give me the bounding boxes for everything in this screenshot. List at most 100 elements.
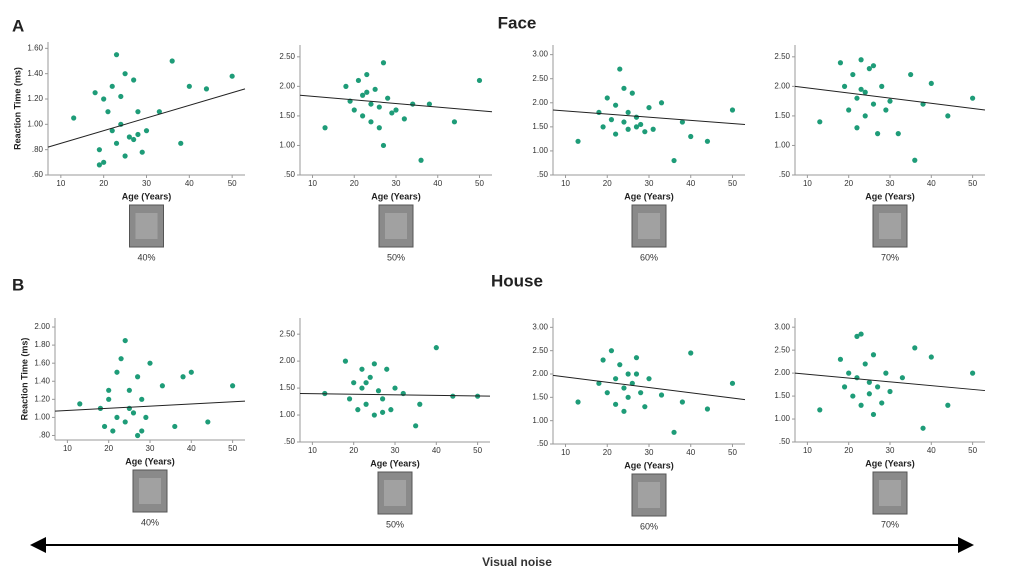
point [384,367,389,372]
panel-title: Face [498,13,537,32]
point [688,134,693,139]
point [189,370,194,375]
y-tick-label: 2.50 [532,346,548,355]
point [854,375,859,380]
point [110,428,115,433]
x-tick-label: 10 [56,179,65,188]
point [867,391,872,396]
point [920,426,925,431]
y-tick-label: 2.00 [774,368,790,377]
point [114,52,119,57]
y-tick-label: 1.80 [34,340,50,349]
point [626,127,631,132]
point [817,119,822,124]
point [368,119,373,124]
point [659,392,664,397]
point [846,371,851,376]
point [131,410,136,415]
point [160,383,165,388]
point [135,433,140,438]
point [634,124,639,129]
point [71,115,76,120]
point [363,380,368,385]
point [356,78,361,83]
fit-line [48,89,245,147]
noise-level-label: 70% [881,252,899,262]
point [871,412,876,417]
point [381,60,386,65]
y-tick-label: .50 [537,439,549,448]
point [170,58,175,63]
point [705,139,710,144]
point [359,385,364,390]
point [135,374,140,379]
point [122,153,127,158]
point [205,419,210,424]
point [380,410,385,415]
point [642,129,647,134]
figure: A Face B House Visual noise .60.801.001.… [0,0,1011,569]
fit-line [300,393,490,396]
point [613,131,618,136]
point [929,81,934,86]
x-tick-label: 50 [968,179,977,188]
point [605,95,610,100]
point [651,127,656,132]
point [368,101,373,106]
point [123,338,128,343]
point [377,104,382,109]
x-tick-label: 40 [686,179,695,188]
x-tick-label: 30 [391,446,400,455]
point [105,109,110,114]
stimulus-image-detail [136,213,158,239]
point [630,91,635,96]
point [452,119,457,124]
point [413,423,418,428]
point [114,141,119,146]
y-tick-label: 1.00 [532,146,548,155]
x-tick-label: 20 [350,179,359,188]
point [875,131,880,136]
x-tick-label: 20 [844,179,853,188]
footer-label: Visual noise [482,555,552,569]
noise-level-label: 50% [387,252,405,262]
point [646,105,651,110]
x-axis-label: Age (Years) [624,460,674,470]
y-axis-label: Reaction Time (ms) [12,67,22,150]
y-tick-label: .50 [284,437,296,446]
y-tick-label: 1.50 [774,391,790,400]
x-tick-label: 10 [308,179,317,188]
point [418,158,423,163]
y-tick-label: 1.60 [27,43,43,52]
point [638,390,643,395]
fit-line [795,86,985,110]
point [122,71,127,76]
point [178,141,183,146]
point [147,361,152,366]
point [372,361,377,366]
point [114,415,119,420]
point [97,147,102,152]
point [642,404,647,409]
point [680,399,685,404]
point [887,389,892,394]
noise-level-label: 50% [386,519,404,529]
x-tick-label: 20 [603,448,612,457]
point [363,402,368,407]
point [364,72,369,77]
point [127,406,132,411]
x-tick-label: 30 [392,179,401,188]
point [659,100,664,105]
y-tick-label: 2.50 [279,329,295,338]
point [705,406,710,411]
x-axis-label: Age (Years) [865,191,915,201]
x-tick-label: 40 [433,179,442,188]
point [180,374,185,379]
point [634,115,639,120]
point [575,399,580,404]
y-tick-label: .80 [32,145,44,154]
y-tick-label: 2.00 [279,81,295,90]
point [730,107,735,112]
point [613,402,618,407]
noise-level-label: 60% [640,252,658,262]
